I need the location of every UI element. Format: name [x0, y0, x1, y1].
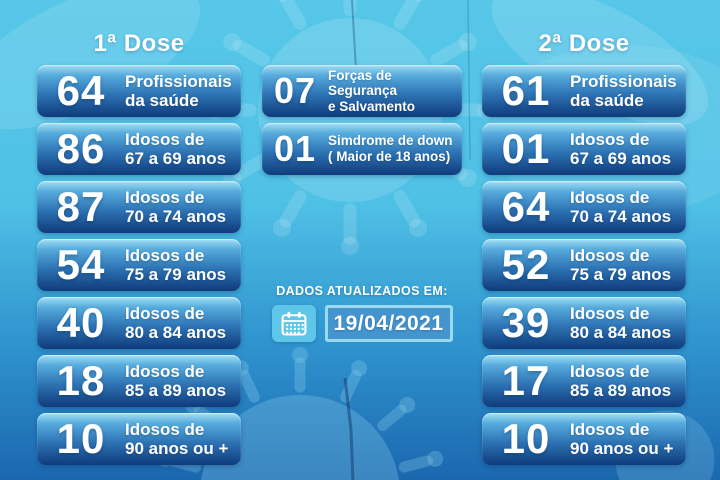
stat-label-line: da saúde [125, 91, 199, 110]
stat-label-line: Profissionais [125, 71, 232, 91]
stat-label: Idosos de 80 a 84 anos [125, 304, 226, 342]
stat-label-line: 67 a 69 anos [125, 149, 227, 168]
stat-label-line: Profissionais [570, 71, 677, 91]
stat-value: 07 [273, 70, 317, 111]
stat-value: 64 [56, 67, 106, 114]
stat-label-line: Idosos de [125, 303, 205, 323]
updated-date-row: 19/04/2021 [262, 305, 462, 342]
stat-value: 39 [501, 299, 551, 346]
stat-label-line: Idosos de [125, 245, 205, 265]
stat-value: 64 [501, 183, 551, 230]
stat-box: 86 Idosos de 67 a 69 anos [37, 123, 241, 175]
stat-label: Idosos de 80 a 84 anos [570, 304, 671, 342]
stat-value: 54 [56, 241, 106, 288]
stat-value: 86 [56, 125, 106, 172]
calendar-icon [271, 305, 316, 342]
stat-label: Idosos de 90 anos ou + [570, 420, 673, 458]
stat-label-line: 70 a 74 anos [570, 207, 672, 226]
stat-label-line: Idosos de [570, 303, 650, 323]
stat-box: 01 Simdrome de down( Maior de 18 anos) [262, 123, 462, 175]
stat-box: 40 Idosos de 80 a 84 anos [37, 297, 241, 349]
stat-label-line: e Salvamento [328, 98, 416, 114]
stat-label-line: Idosos de [570, 187, 650, 207]
stat-box: 07 Forças de Segurança e Salvamento [262, 65, 462, 117]
stat-label: Idosos de 85 a 89 anos [125, 362, 226, 400]
stat-label-line: Idosos de [125, 187, 205, 207]
stat-value: 52 [501, 241, 551, 288]
stat-label-line: Idosos de [125, 129, 205, 149]
stat-label: Idosos de 85 a 89 anos [570, 362, 671, 400]
stat-label-line: da saúde [570, 91, 644, 110]
stat-label-line: Idosos de [570, 419, 650, 439]
second-dose-header: 2ª Dose [538, 30, 630, 57]
first-dose-header: 1ª Dose [93, 30, 185, 57]
stat-label-line: Idosos de [570, 245, 650, 265]
stat-box: 10 Idosos de 90 anos ou + [482, 413, 686, 465]
stat-label: Forças de Segurança e Salvamento [328, 68, 462, 115]
stat-label-line: 70 a 74 anos [125, 207, 227, 226]
stat-label-line: 80 a 84 anos [125, 323, 227, 342]
stat-label-line: Idosos de [125, 419, 205, 439]
stat-label: Idosos de 75 a 79 anos [570, 246, 671, 284]
stat-value: 10 [501, 415, 551, 462]
stat-value: 40 [56, 299, 106, 346]
updated-block: DADOS ATUALIZADOS EM: [262, 284, 462, 342]
stat-box: 18 Idosos de 85 a 89 anos [37, 355, 241, 407]
stat-box: 10 Idosos de 90 anos ou + [37, 413, 241, 465]
stat-label-line: 75 a 79 anos [570, 265, 672, 284]
stat-value: 87 [56, 183, 106, 230]
stat-label-line: 80 a 84 anos [570, 323, 672, 342]
stat-label: Idosos de 67 a 69 anos [570, 130, 671, 168]
stat-label: Idosos de 70 a 74 anos [570, 188, 671, 226]
stat-label: Profissionais da saúde [570, 72, 677, 110]
stat-label-line: 85 a 89 anos [125, 381, 227, 400]
stat-label-line: Forças de Segurança [328, 67, 398, 99]
stat-value: 10 [56, 415, 106, 462]
stat-box: 61 Profissionais da saúde [482, 65, 686, 117]
stat-value: 61 [501, 67, 551, 114]
stat-value: 18 [56, 357, 106, 404]
stat-box: 17 Idosos de 85 a 89 anos [482, 355, 686, 407]
stat-label: Profissionais da saúde [125, 72, 232, 110]
middle-list: 07 Forças de Segurança e Salvamento 01 Si… [262, 65, 462, 181]
stat-label: Idosos de 90 anos ou + [125, 420, 228, 458]
stat-label-line: 67 a 69 anos [570, 149, 672, 168]
stat-box: 64 Idosos de 70 a 74 anos [482, 181, 686, 233]
stat-label-line: Idosos de [570, 129, 650, 149]
stat-label-line: Idosos de [570, 361, 650, 381]
stat-box: 01 Idosos de 67 a 69 anos [482, 123, 686, 175]
stat-value: 17 [501, 357, 551, 404]
second-dose-list: 61 Profissionais da saúde 01 Idosos de 67 … [482, 65, 686, 471]
stat-label-line: Idosos de [125, 361, 205, 381]
stat-label: Idosos de 70 a 74 anos [125, 188, 226, 226]
stat-label: Idosos de 75 a 79 anos [125, 246, 226, 284]
stat-box: 64 Profissionais da saúde [37, 65, 241, 117]
stat-label-line: 90 anos ou + [570, 439, 674, 458]
updated-label: DADOS ATUALIZADOS EM: [276, 284, 448, 298]
stat-label-line: ( Maior de 18 anos) [328, 149, 451, 164]
stat-box: 52 Idosos de 75 a 79 anos [482, 239, 686, 291]
stat-label-line: 85 a 89 anos [570, 381, 672, 400]
stat-label: Idosos de 67 a 69 anos [125, 130, 226, 168]
first-dose-list: 64 Profissionais da saúde 86 Idosos de 67 … [37, 65, 241, 471]
stat-value: 01 [501, 125, 551, 172]
updated-date: 19/04/2021 [324, 305, 453, 342]
stat-label: Simdrome de down( Maior de 18 anos) [328, 133, 453, 164]
stat-box: 54 Idosos de 75 a 79 anos [37, 239, 241, 291]
stat-value: 01 [273, 128, 317, 169]
stat-label-line: 90 anos ou + [125, 439, 229, 458]
stat-label-line: Simdrome de down [328, 133, 453, 149]
stat-label-line: 75 a 79 anos [125, 265, 227, 284]
stat-box: 87 Idosos de 70 a 74 anos [37, 181, 241, 233]
stat-box: 39 Idosos de 80 a 84 anos [482, 297, 686, 349]
